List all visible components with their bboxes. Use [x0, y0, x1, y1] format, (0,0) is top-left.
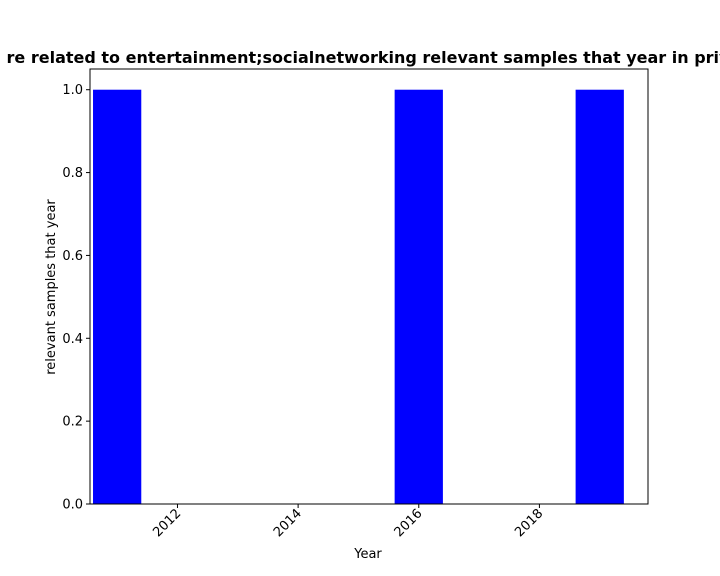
plot-frame [89, 68, 649, 505]
x-axis: 2012 2014 2016 2018 [150, 504, 546, 540]
x-tick-label: 2018 [512, 506, 546, 540]
chart-title: re related to entertainment;socialnetwor… [7, 48, 720, 67]
y-axis: 0.0 0.2 0.4 0.6 0.8 1.0 [62, 83, 90, 513]
y-tick-label: 0.0 [62, 498, 83, 513]
y-tick-label: 0.4 [62, 332, 83, 347]
bars [93, 89, 624, 505]
y-tick-label: 0.6 [62, 249, 83, 264]
plot-area [89, 68, 649, 505]
x-tick-label: 2012 [150, 506, 184, 540]
x-tick-label: 2014 [271, 506, 305, 540]
y-tick-label: 0.2 [62, 415, 83, 430]
bar-2011 [93, 89, 142, 505]
y-tick-label: 0.8 [62, 166, 83, 181]
bar-2019 [575, 89, 624, 505]
y-axis-title: relevant samples that year [44, 199, 59, 375]
x-axis-title: Year [353, 547, 382, 562]
x-tick-label: 2016 [392, 506, 426, 540]
bar-2016 [394, 89, 443, 505]
y-tick-label: 1.0 [62, 83, 83, 98]
